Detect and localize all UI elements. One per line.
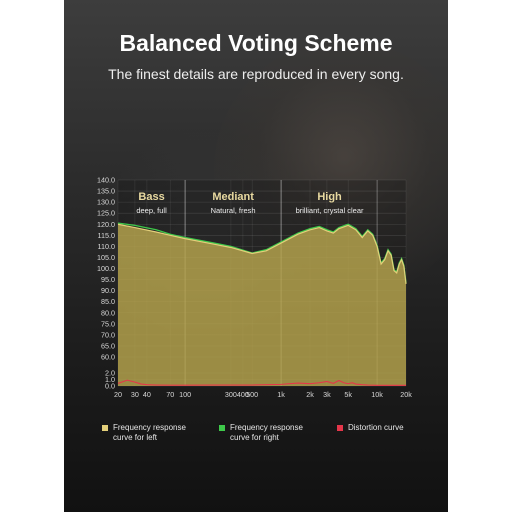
y-tick-label: 80.0 <box>101 308 115 317</box>
band-name-label: High <box>317 191 342 203</box>
distortion-curve <box>117 379 406 386</box>
x-tick-label: 100 <box>179 390 191 399</box>
y-tick-label: 120.0 <box>97 220 115 229</box>
chart-legend: Frequency response curve for left Freque… <box>64 423 448 463</box>
y-tick-label: 65.0 <box>101 341 115 350</box>
frequency-response-chart: 140.0 135.0 130.0 125.0 120.0 115.0 110.0 105.0… <box>97 176 412 400</box>
y-tick-label: 75.0 <box>101 319 115 328</box>
x-tick-label: 20 <box>114 390 122 399</box>
y-tick-label: 95.0 <box>101 275 115 284</box>
x-tick-label: 400 <box>237 390 249 399</box>
legend-item-distortion: Distortion curve <box>337 423 430 433</box>
y-tick-label: 85.0 <box>101 297 115 306</box>
band-name-label: Mediant <box>212 191 254 203</box>
y-tick-label: 115.0 <box>98 231 115 240</box>
band-description-label: brilliant, crystal clear <box>296 206 364 215</box>
y-tick-label: 110.0 <box>98 242 115 251</box>
x-tick-label: 500 <box>246 390 258 399</box>
x-tick-label: 70 <box>166 390 174 399</box>
legend-swatch-left <box>102 425 108 431</box>
y-tick-label: 90.0 <box>101 286 115 295</box>
legend-swatch-distortion <box>337 425 343 431</box>
y-tick-label: 105.0 <box>97 253 115 262</box>
y-tick-label: 2.0 <box>105 369 115 378</box>
left-frequency-curve <box>117 223 407 285</box>
x-tick-label: 5k <box>344 390 352 399</box>
legend-swatch-right <box>219 425 225 431</box>
x-tick-label: 30 <box>131 390 139 399</box>
y-tick-label: 100.0 <box>97 264 115 273</box>
x-tick-label: 2k <box>306 390 314 399</box>
x-tick-label: 40 <box>143 390 151 399</box>
y-tick-label: 130.0 <box>97 198 115 207</box>
y-tick-label: 135.0 <box>97 187 115 196</box>
y-tick-label: 140.0 <box>97 176 115 185</box>
x-tick-label: 10k <box>371 390 383 399</box>
band-description-label: deep, full <box>136 206 167 215</box>
x-tick-label: 20k <box>400 390 412 399</box>
legend-label-right: Frequency response curve for right <box>230 423 303 442</box>
x-tick-label: 1k <box>277 390 285 399</box>
page-subtitle: The finest details are reproduced in eve… <box>108 66 404 82</box>
y-tick-label: 0.0 <box>105 382 115 391</box>
y-tick-label: 70.0 <box>101 330 115 339</box>
product-panel: Balanced Voting Scheme The finest detail… <box>64 0 448 512</box>
y-tick-label: 1.0 <box>105 375 115 384</box>
x-tick-label: 3k <box>323 390 331 399</box>
left-curve-area <box>118 224 406 386</box>
legend-label-distortion: Distortion curve <box>348 423 404 432</box>
band-description-label: Natural, fresh <box>211 206 256 215</box>
band-name-label: Bass <box>138 191 164 203</box>
legend-item-left: Frequency response curve for left <box>102 423 195 443</box>
y-tick-label: 125.0 <box>97 209 115 218</box>
page-title: Balanced Voting Scheme <box>119 30 393 56</box>
x-tick-label: 300 <box>225 390 237 399</box>
y-tick-label: 60.0 <box>101 353 115 362</box>
legend-item-right: Frequency response curve for right <box>219 423 312 443</box>
legend-label-left: Frequency response curve for left <box>113 423 186 442</box>
